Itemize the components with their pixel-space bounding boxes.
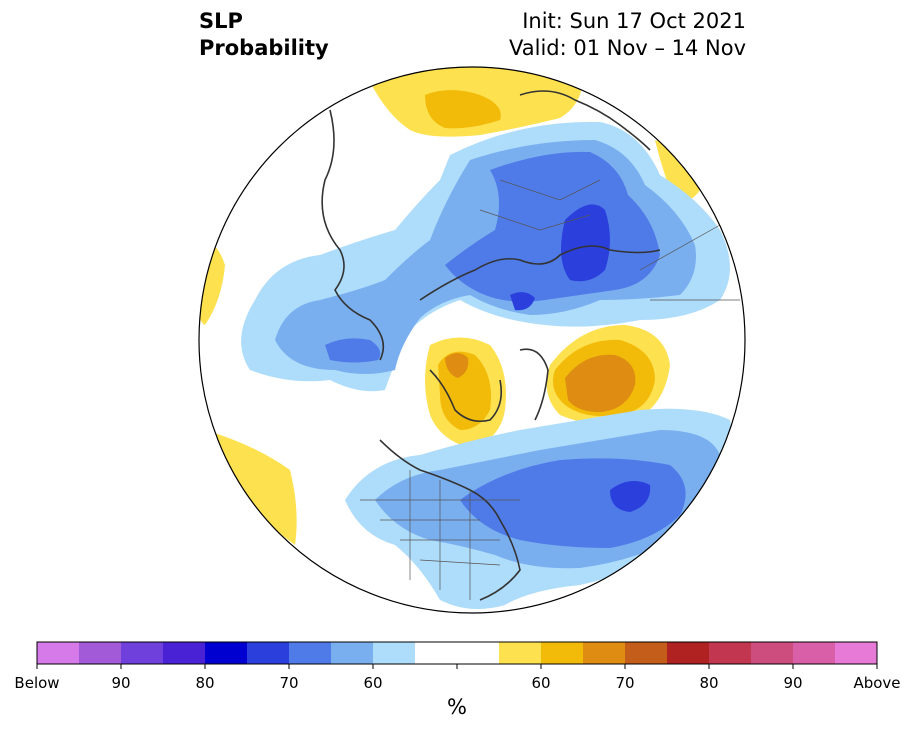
colorbar-cell	[667, 642, 710, 664]
anomaly-darkblue-atlantic	[610, 481, 651, 512]
title-product: Probability	[199, 36, 329, 60]
colorbar-cell	[541, 642, 584, 664]
colorbar-cell	[37, 642, 80, 664]
colorbar-cell	[289, 642, 332, 664]
colorbar-cell	[205, 642, 248, 664]
colorbar-cell	[415, 642, 458, 664]
colorbar-cell	[247, 642, 290, 664]
tick-label-1: 90	[111, 674, 131, 692]
colorbar-cell	[163, 642, 206, 664]
anomaly-darkblue-scandinavia	[510, 292, 535, 311]
map-boundary	[198, 66, 746, 614]
colorbar-cell	[793, 642, 836, 664]
tick-label-6: 70	[615, 674, 635, 692]
anomaly-darkblue-siberia	[561, 204, 610, 282]
colorbar-cell	[499, 642, 542, 664]
anomaly-orange-greenland	[565, 354, 636, 413]
map-title: SLP Probability	[199, 8, 329, 62]
anomaly-orange-canada	[445, 353, 469, 378]
colorbar-cell	[583, 642, 626, 664]
tick-label-5: 60	[531, 674, 551, 692]
tick-label-4: 60	[363, 674, 383, 692]
anomaly-medblue-pacific	[325, 338, 381, 363]
anomaly-yellow-pacific	[205, 430, 297, 545]
colorbar-cell	[373, 642, 416, 664]
polar-map	[198, 66, 746, 614]
colorbar-cell	[709, 642, 752, 664]
colorbar-cell	[751, 642, 794, 664]
colorbar-cell	[79, 642, 122, 664]
valid-period: Valid: 01 Nov – 14 Nov	[509, 36, 746, 60]
anomaly-gold-north-pole	[425, 90, 501, 129]
colorbar-cell	[835, 642, 878, 664]
colorbar-unit: %	[447, 695, 467, 719]
map-dates: Init: Sun 17 Oct 2021 Valid: 01 Nov – 14…	[509, 8, 746, 62]
tick-label-2: 80	[195, 674, 215, 692]
tick-label-9: Above	[853, 674, 901, 692]
anomaly-medblue-atlantic	[460, 458, 686, 548]
init-date: Init: Sun 17 Oct 2021	[522, 9, 746, 33]
political-borders	[360, 179, 740, 600]
colorbar-cell	[625, 642, 668, 664]
colorbar-cell	[457, 642, 500, 664]
title-variable: SLP	[199, 9, 243, 33]
tick-label-3: 70	[279, 674, 299, 692]
coastlines	[321, 90, 661, 601]
tick-label-0: Below	[14, 674, 60, 692]
anomaly-yellow-northeast	[655, 140, 700, 202]
tick-label-7: 80	[699, 674, 719, 692]
colorbar-cell	[121, 642, 164, 664]
colorbar-cell	[331, 642, 374, 664]
tick-label-8: 90	[783, 674, 803, 692]
